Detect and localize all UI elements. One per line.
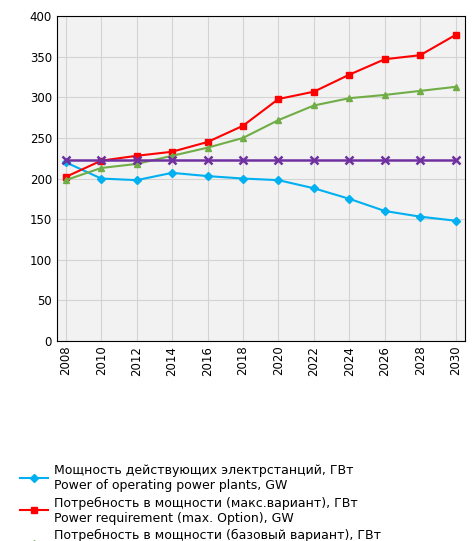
Legend: Мощность действующих электрстанций, ГВт
Power of operating power plants, GW, Пот: Мощность действующих электрстанций, ГВт … xyxy=(20,464,381,541)
